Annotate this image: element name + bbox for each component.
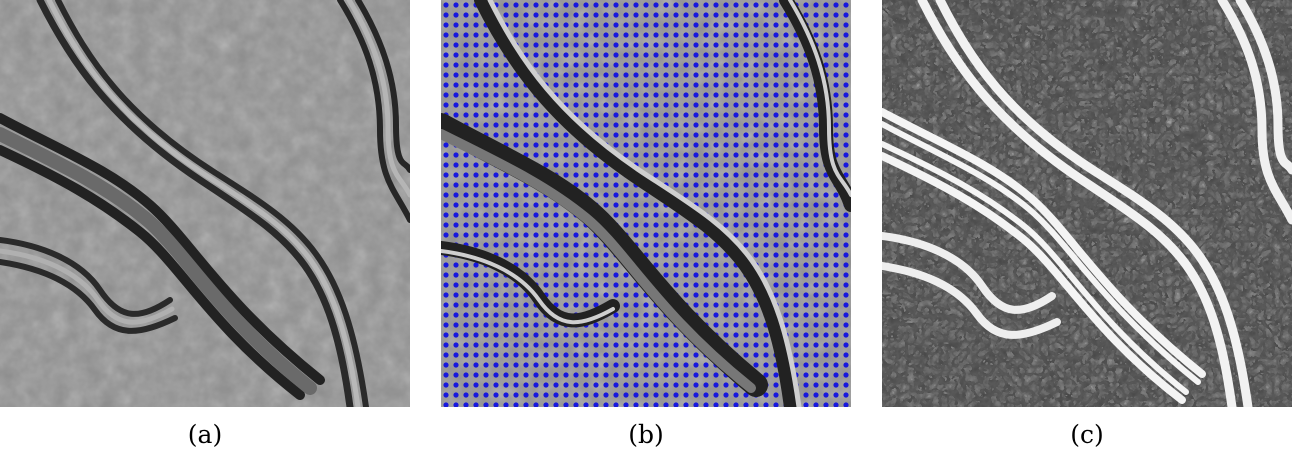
micrograph-image-a [0, 0, 410, 407]
enhanced-image-c [882, 0, 1292, 407]
panel-c-image [882, 0, 1292, 407]
caption-b: (b) [628, 420, 664, 449]
micrograph-image-b [441, 0, 851, 407]
caption-c: (c) [1070, 420, 1104, 449]
caption-a: (a) [187, 420, 223, 449]
panel-b-image [441, 0, 851, 407]
panel-a-image [0, 0, 410, 407]
